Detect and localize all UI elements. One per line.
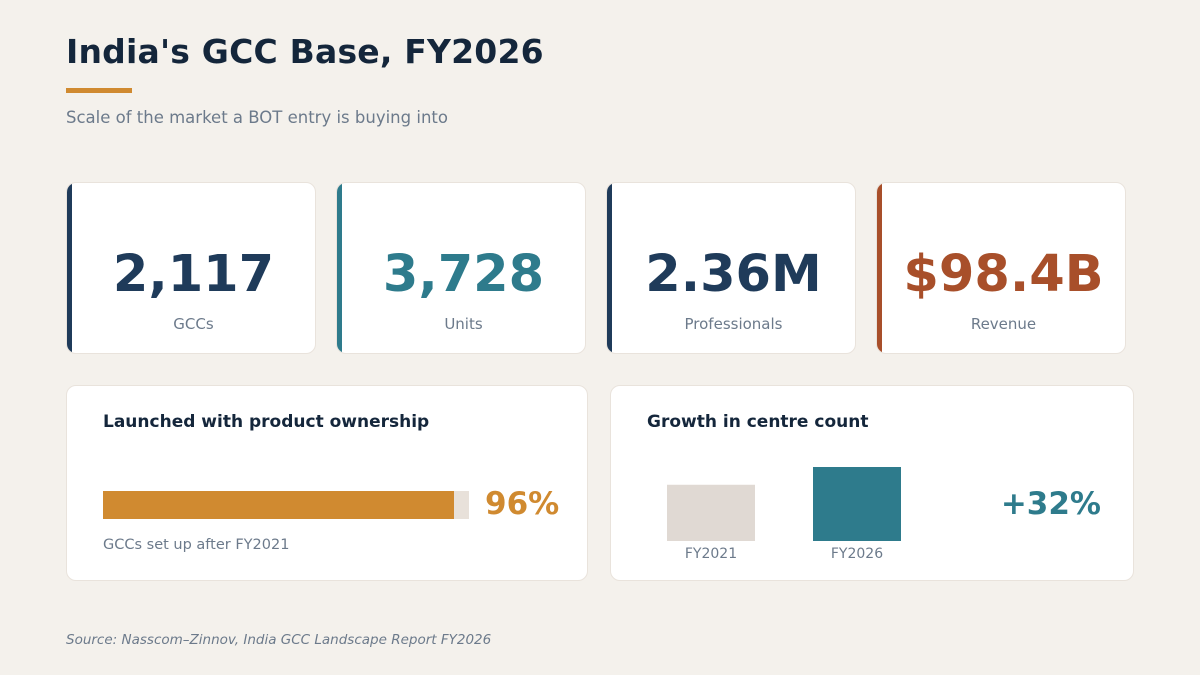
kpi-card-revenue: $98.4B Revenue	[876, 182, 1126, 354]
kpi-accent	[607, 183, 612, 353]
growth-panel: Growth in centre count FY2021 FY2026 +32%	[610, 385, 1134, 581]
page-title: India's GCC Base, FY2026	[66, 32, 544, 71]
growth-percent: +32%	[1000, 486, 1101, 522]
kpi-label: Units	[444, 315, 483, 333]
ownership-title: Launched with product ownership	[103, 412, 430, 432]
ownership-percent: 96%	[485, 486, 560, 522]
kpi-label: Professionals	[684, 315, 783, 333]
growth-bar-fy2026	[813, 467, 901, 541]
kpi-label: GCCs	[173, 315, 214, 333]
kpi-card-gccs: 2,117 GCCs	[66, 182, 316, 354]
growth-title: Growth in centre count	[647, 412, 869, 432]
source-note: Source: Nasscom–Zinnov, India GCC Landsc…	[66, 632, 492, 648]
kpi-value: 3,728	[382, 245, 545, 304]
kpi-card-units: 3,728 Units	[336, 182, 586, 354]
growth-tick-label: FY2026	[831, 546, 883, 562]
kpi-value: $98.4B	[903, 245, 1104, 304]
ownership-bar-track	[103, 491, 469, 519]
ownership-bar-fill	[103, 491, 455, 519]
kpi-card-professionals: 2.36M Professionals	[606, 182, 856, 354]
kpi-value: 2,117	[112, 245, 275, 304]
kpi-accent	[337, 183, 342, 353]
page-subtitle: Scale of the market a BOT entry is buyin…	[66, 108, 448, 127]
ownership-caption: GCCs set up after FY2021	[103, 537, 290, 553]
growth-bar-fy2021	[667, 484, 755, 541]
title-underline	[66, 88, 132, 93]
ownership-panel: Launched with product ownership 96% GCCs…	[66, 385, 588, 581]
kpi-accent	[877, 183, 882, 353]
growth-tick-label: FY2021	[685, 546, 737, 562]
kpi-value: 2.36M	[645, 245, 822, 304]
growth-bar-chart: FY2021 FY2026	[667, 467, 901, 562]
kpi-label: Revenue	[970, 315, 1037, 333]
kpi-accent	[67, 183, 72, 353]
